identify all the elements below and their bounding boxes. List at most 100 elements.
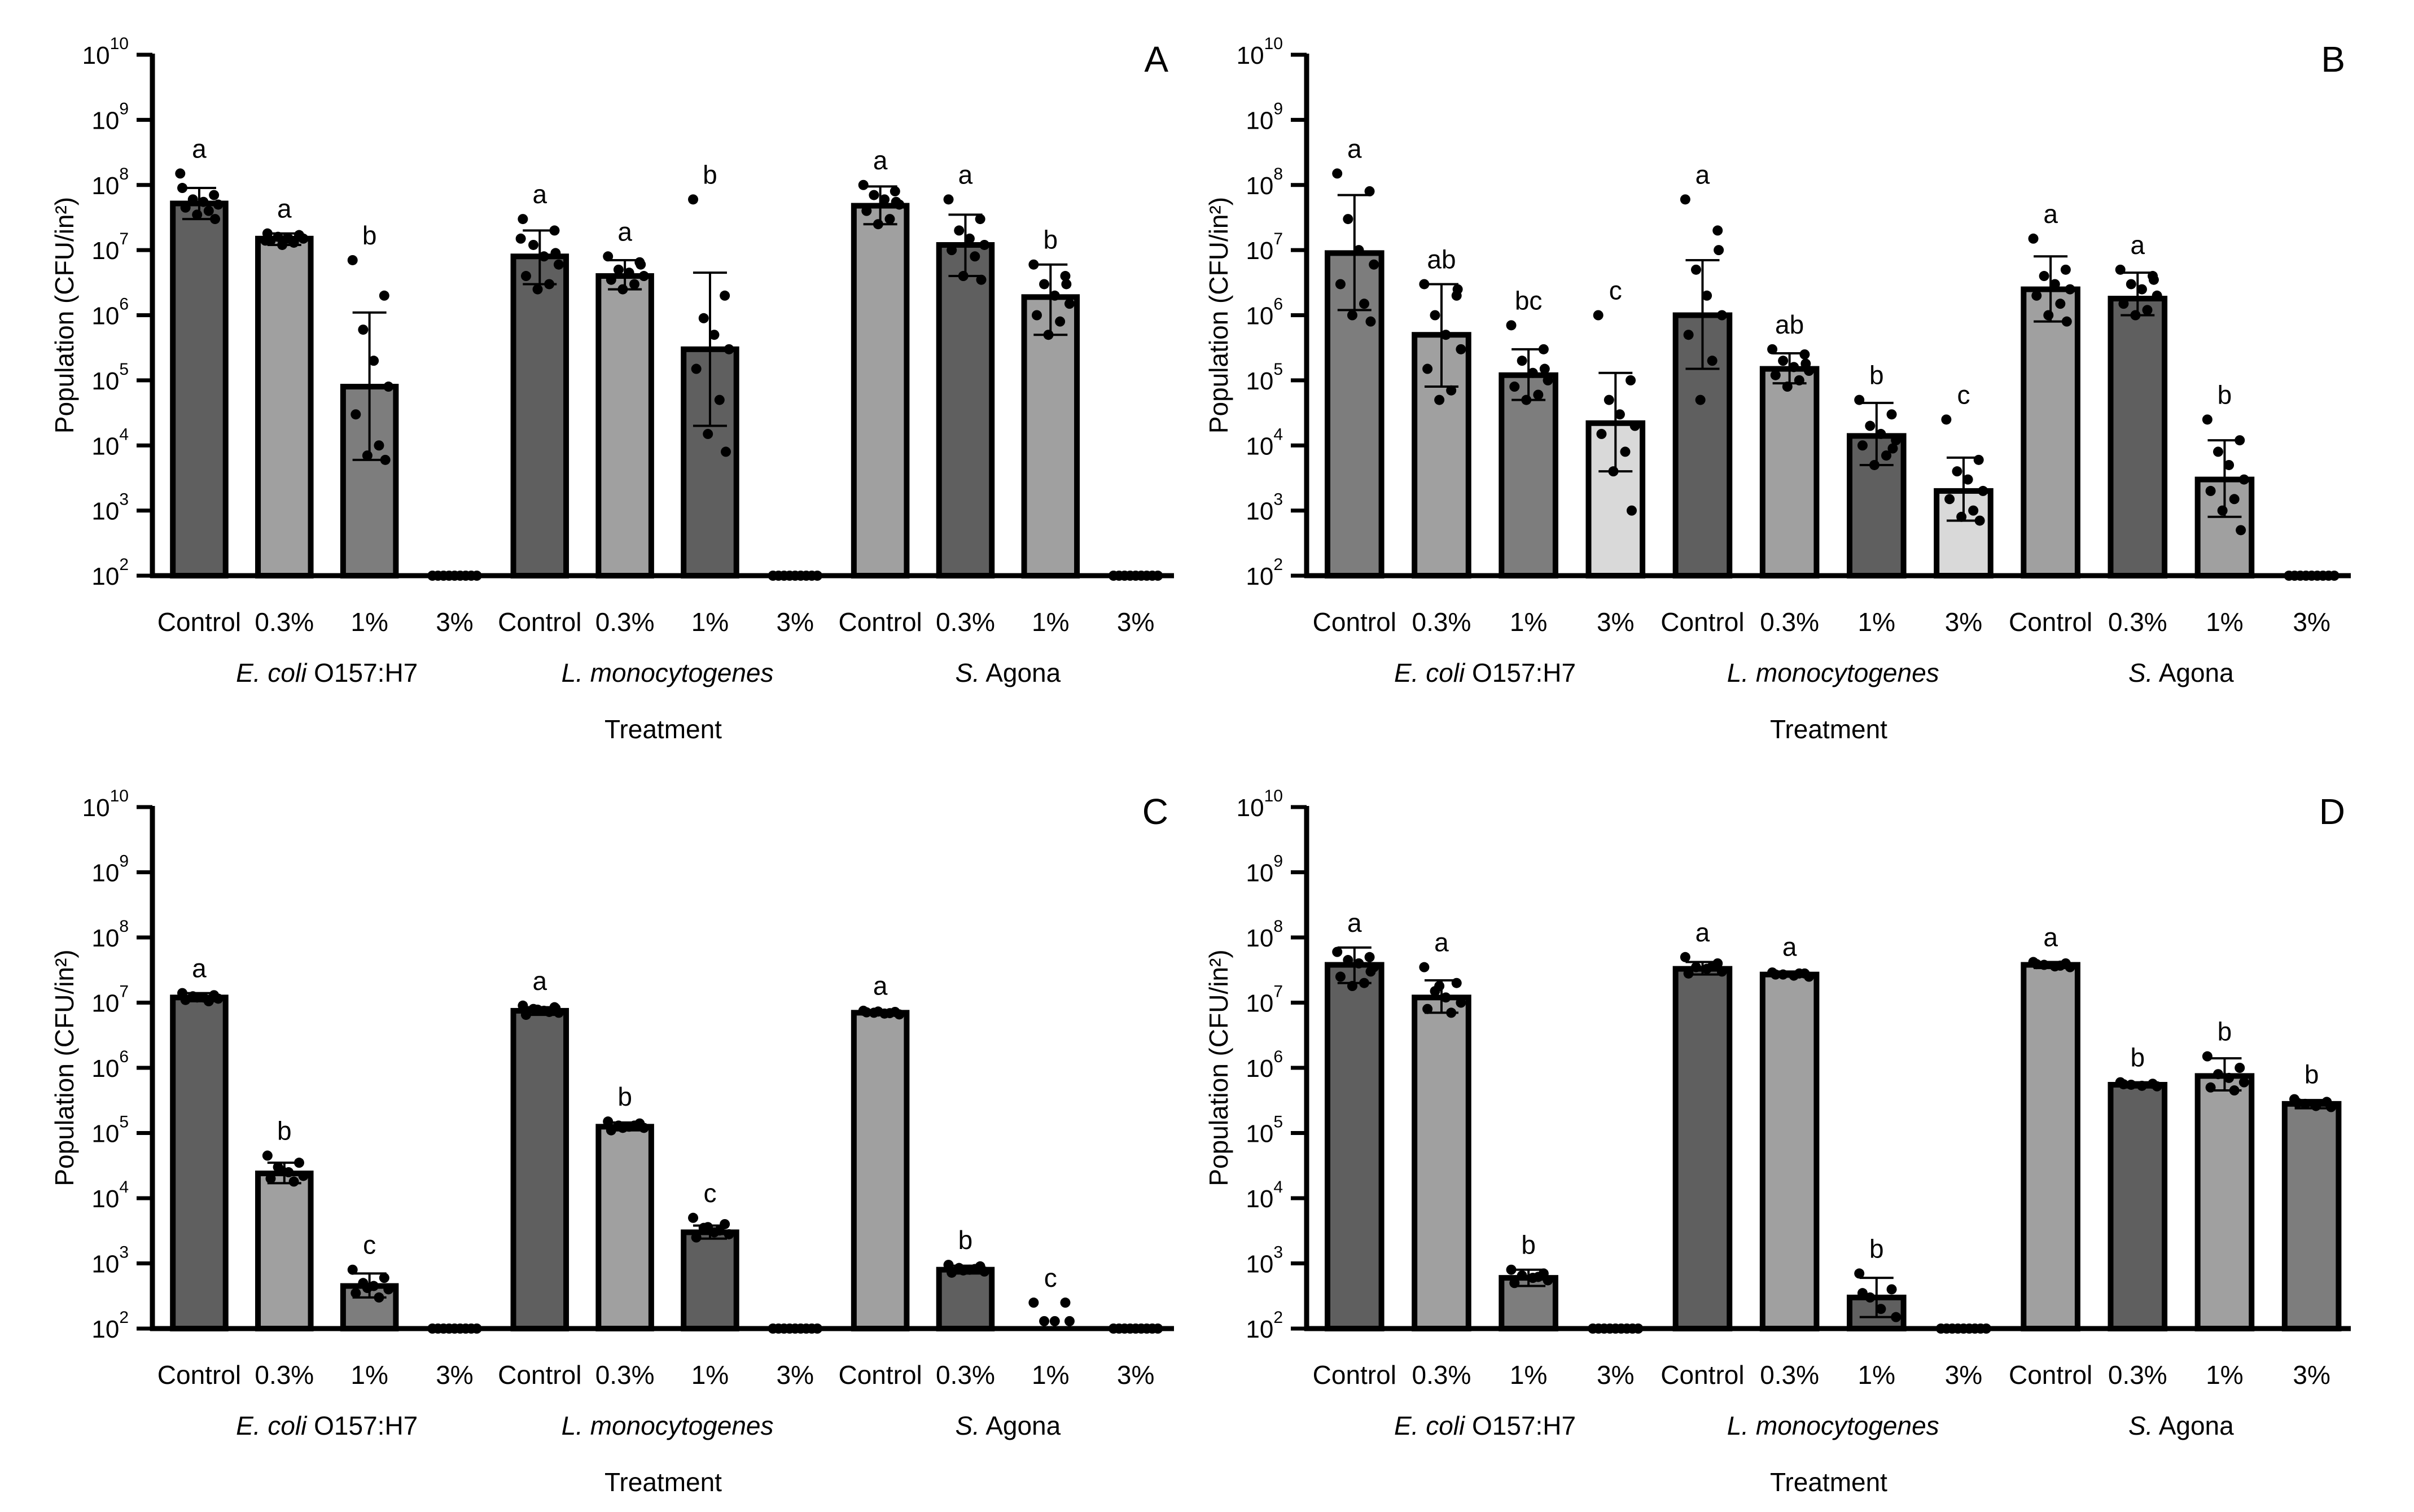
x-tick-label: Control xyxy=(838,1360,922,1390)
data-point xyxy=(975,214,985,225)
data-point xyxy=(2142,305,2153,315)
data-point xyxy=(1887,443,1898,454)
x-tick-label: Control xyxy=(157,607,241,637)
data-point xyxy=(2205,485,2216,496)
bar-group: a xyxy=(170,954,229,1332)
significance-letter: b xyxy=(2218,1017,2232,1046)
x-tick-label: 1% xyxy=(1032,1360,1069,1390)
data-point xyxy=(1608,466,1619,477)
y-tick-label: 109 xyxy=(91,852,129,887)
data-point xyxy=(1506,320,1517,331)
y-tick-label: 103 xyxy=(91,490,129,525)
data-point xyxy=(1456,997,1466,1008)
data-point xyxy=(603,251,614,262)
bar-group: a xyxy=(1325,908,1385,1332)
data-point xyxy=(544,279,555,290)
data-point xyxy=(1364,186,1375,196)
data-point xyxy=(210,214,221,225)
bar-group: b xyxy=(595,1082,654,1331)
data-point xyxy=(379,1273,389,1283)
data-point xyxy=(703,1222,713,1233)
x-tick-label: 0.3% xyxy=(1760,607,1819,637)
significance-letter: b xyxy=(703,160,717,189)
y-tick-label: 1010 xyxy=(1237,34,1283,69)
data-point xyxy=(192,992,203,1003)
data-point xyxy=(2311,1101,2321,1111)
data-point xyxy=(1440,330,1451,340)
data-point xyxy=(1680,952,1690,962)
data-point xyxy=(1799,349,1810,360)
data-point xyxy=(958,1265,969,1276)
y-tick-label: 105 xyxy=(1246,360,1283,395)
data-point xyxy=(1614,409,1625,420)
group-label: L. monocytogenes xyxy=(562,1411,774,1440)
data-point xyxy=(1060,1298,1071,1308)
bar-group: b xyxy=(340,221,399,578)
data-point xyxy=(2148,274,2159,285)
data-point xyxy=(884,1008,895,1019)
data-point xyxy=(1064,1316,1075,1326)
data-point xyxy=(2202,1051,2213,1062)
data-point xyxy=(624,268,634,278)
data-point xyxy=(262,1150,273,1161)
significance-letter: a xyxy=(1696,918,1710,947)
bar-group: b xyxy=(255,1116,314,1332)
data-point xyxy=(2031,959,2042,970)
data-point xyxy=(1509,382,1520,392)
data-point xyxy=(1778,969,1789,980)
x-tick-label: 1% xyxy=(2206,1360,2243,1390)
bar-group: a xyxy=(2021,923,2080,1332)
x-tick-label: 3% xyxy=(1945,607,1982,637)
data-point xyxy=(2065,284,2075,295)
data-point xyxy=(1335,971,1346,982)
significance-letter: a xyxy=(532,179,547,209)
bar-group: b xyxy=(936,1225,995,1332)
data-point xyxy=(869,190,879,200)
data-point xyxy=(2238,1077,2249,1088)
data-point xyxy=(1944,494,1955,505)
data-point xyxy=(380,454,391,465)
x-tick-label: Control xyxy=(1661,1360,1744,1390)
data-point xyxy=(638,271,649,282)
bar-group: b xyxy=(2281,1060,2342,1332)
data-point xyxy=(958,271,969,282)
data-point xyxy=(2229,1085,2240,1096)
bar-group: b xyxy=(1847,361,1907,579)
bar xyxy=(595,1124,654,1331)
data-point xyxy=(2235,1063,2245,1073)
data-point xyxy=(603,1116,614,1127)
data-point xyxy=(1422,1003,1433,1014)
data-point xyxy=(2224,459,2235,470)
y-tick-label: 102 xyxy=(1246,555,1283,590)
group-label: S. Agona xyxy=(956,1411,1061,1440)
bar xyxy=(851,1010,910,1332)
data-point xyxy=(1419,962,1430,972)
data-point xyxy=(1857,440,1868,451)
data-point xyxy=(724,1229,734,1239)
data-point xyxy=(1973,454,1984,465)
data-point xyxy=(617,284,628,295)
data-point xyxy=(943,194,954,205)
data-point xyxy=(213,993,224,1004)
data-point xyxy=(1028,259,1039,270)
panel-letter: A xyxy=(1144,39,1168,80)
data-point xyxy=(1690,962,1701,972)
data-point xyxy=(1794,375,1804,385)
data-point xyxy=(812,1323,823,1334)
data-point xyxy=(347,255,358,265)
data-point xyxy=(1782,382,1793,392)
data-point xyxy=(553,259,564,270)
data-point xyxy=(1039,279,1050,290)
data-point xyxy=(1876,428,1886,439)
data-point xyxy=(2065,962,2075,972)
x-tick-label: 0.3% xyxy=(1412,607,1471,637)
bar-group xyxy=(2284,571,2339,581)
significance-letter: a xyxy=(1696,160,1710,189)
data-point xyxy=(1789,362,1799,372)
y-tick-label: 108 xyxy=(1246,165,1283,200)
data-point xyxy=(2055,960,2066,971)
y-axis-label: Population (CFU/in²) xyxy=(1204,949,1233,1186)
data-point xyxy=(947,1267,957,1278)
data-point xyxy=(724,344,734,354)
data-point xyxy=(1456,344,1466,354)
